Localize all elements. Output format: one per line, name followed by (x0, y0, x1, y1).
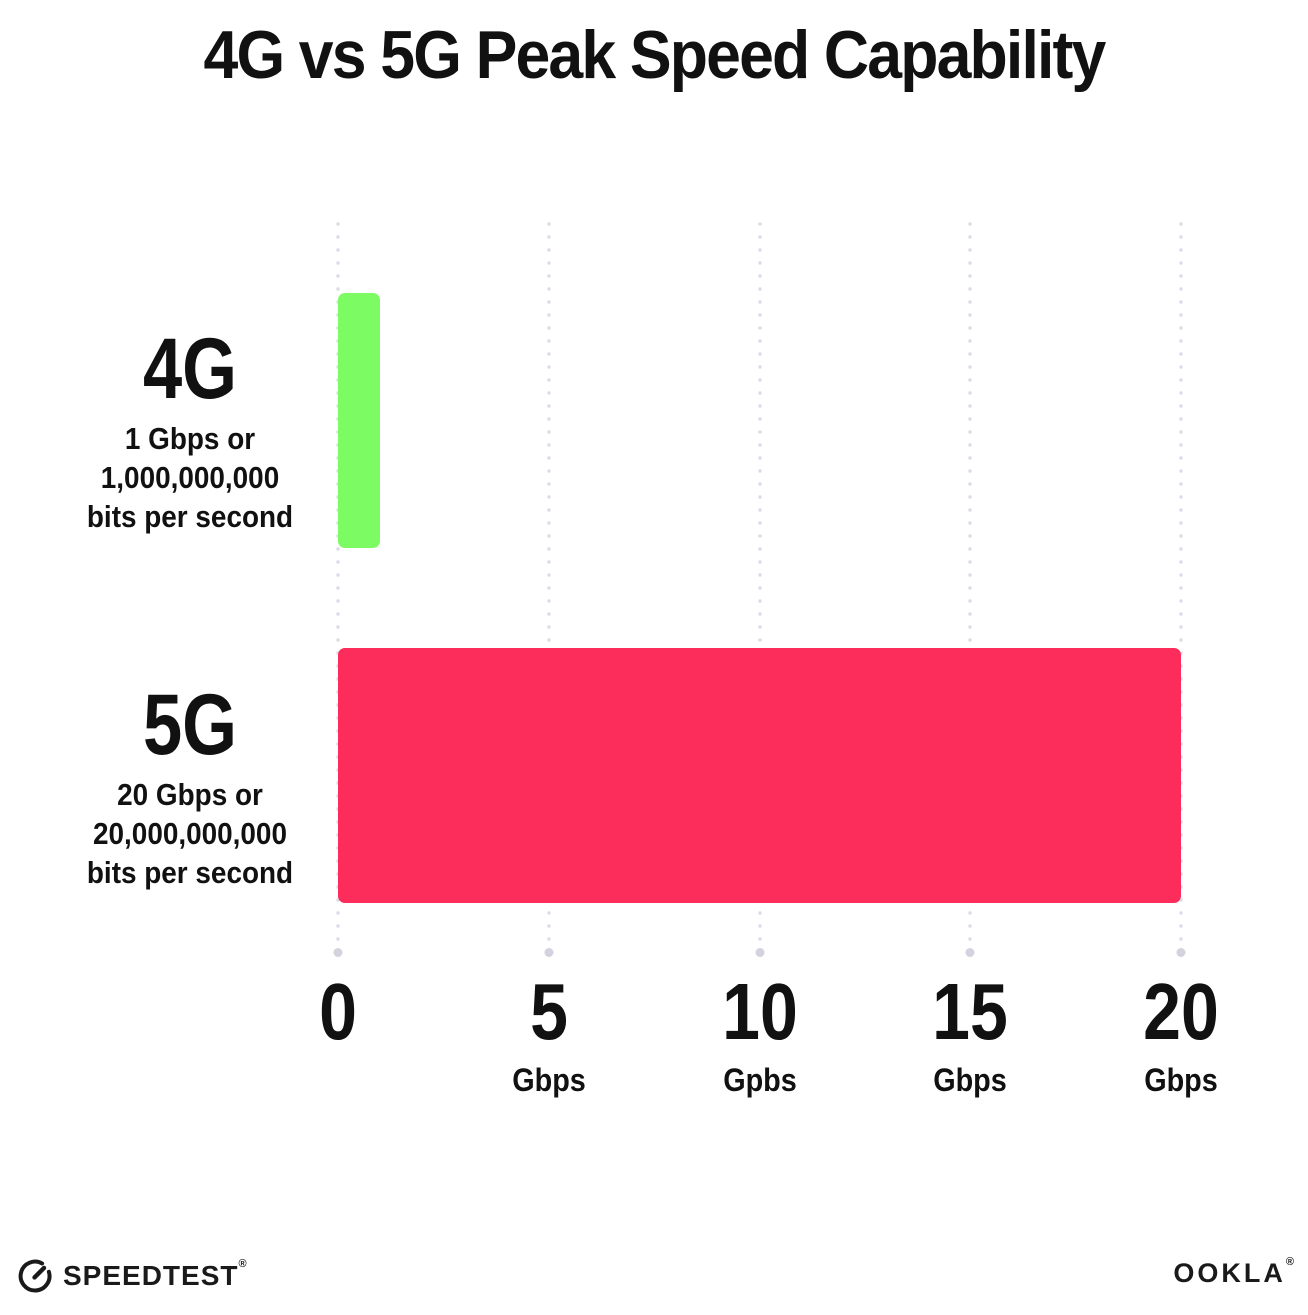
gridline-5 (546, 222, 551, 949)
x-tick-unit: Gbps (933, 1062, 1008, 1098)
x-tick-15: 15 Gbps (926, 972, 1015, 1099)
x-tick-number: 15 (932, 967, 1009, 1056)
category-title-5g: 5G (142, 677, 238, 773)
desc-line: 20,000,000,000 (93, 815, 287, 851)
category-label-5g: 5G 20 Gbps or 20,000,000,000 bits per se… (38, 682, 342, 892)
gridline-15 (968, 222, 973, 949)
gridline-0 (336, 222, 340, 949)
x-tick-unit: Gbps (511, 1062, 586, 1098)
desc-line: bits per second (86, 854, 294, 890)
x-tick-number: 10 (721, 967, 798, 1056)
x-tick-number: 20 (1143, 967, 1219, 1056)
speedtest-wordmark: SPEEDTEST® (63, 1258, 247, 1291)
x-tick-unit: Gbps (1144, 1062, 1218, 1098)
category-desc-4g: 1 Gbps or 1,000,000,000 bits per second (53, 420, 327, 536)
speedtest-gauge-icon (16, 1257, 54, 1295)
category-label-4g: 4G 1 Gbps or 1,000,000,000 bits per seco… (38, 326, 342, 536)
x-tick-5: 5 Gbps (508, 972, 590, 1099)
speedtest-logo: SPEEDTEST® (16, 1257, 247, 1295)
desc-line: 20 Gbps or (117, 777, 263, 812)
desc-line: 1 Gbps or (124, 421, 256, 456)
speedtest-trademark: ® (238, 1258, 247, 1270)
x-tick-20: 20 Gbps (1137, 972, 1226, 1099)
ookla-trademark: ® (1285, 1256, 1294, 1268)
bar-4g (338, 293, 381, 548)
bar-5g (338, 648, 1181, 903)
gridline-10 (757, 222, 762, 949)
ookla-logo: OOKLA® (1173, 1256, 1294, 1288)
x-tick-0: 0 (316, 972, 361, 1062)
gridline-20 (1179, 222, 1183, 949)
category-desc-5g: 20 Gbps or 20,000,000,000 bits per secon… (53, 776, 327, 892)
x-axis: 0 5 Gbps 10 Gpbs 15 Gbps 20 Gbps (319, 972, 1219, 1102)
x-tick-10: 10 Gpbs (715, 972, 804, 1099)
chart-title: 4G vs 5G Peak Speed Capability (203, 17, 1106, 93)
x-tick-number: 5 (529, 967, 568, 1056)
plot-area (336, 222, 1183, 955)
desc-line: bits per second (86, 498, 294, 534)
x-tick-number: 0 (319, 967, 357, 1056)
category-title-4g: 4G (142, 321, 238, 417)
desc-line: 1,000,000,000 (100, 459, 280, 495)
x-tick-unit: Gpbs (722, 1062, 797, 1098)
